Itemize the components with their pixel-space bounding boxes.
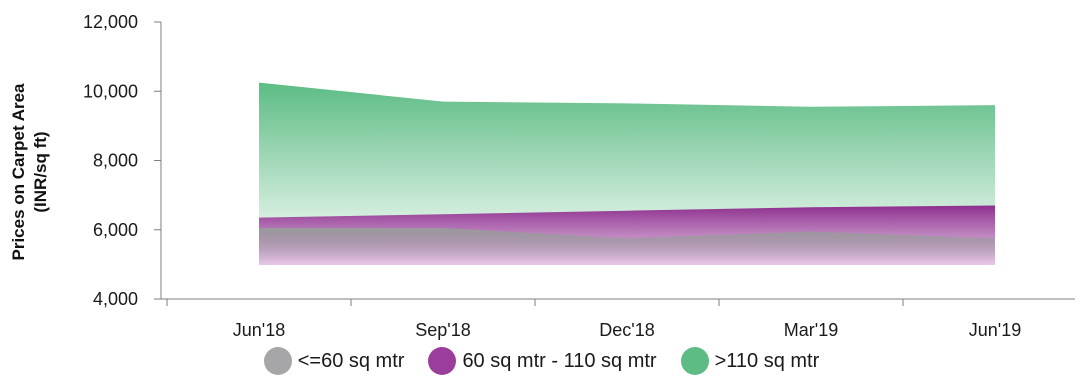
y-axis-title-line-1: Prices on Carpet Area [9, 83, 28, 261]
legend: <=60 sq mtr 60 sq mtr - 110 sq mtr >110 … [0, 342, 1083, 380]
legend-swatch-small [263, 347, 292, 375]
y-axis-title-line-2: (INR/sq ft) [31, 131, 50, 212]
chart-plot: 4,000 6,000 8,000 10,000 12,000 Jun'18 Sep'18… [9, 12, 1075, 340]
y-tick-label: 12,000 [83, 12, 138, 32]
legend-label-large: >110 sq mtr [714, 349, 820, 372]
y-tick-label: 10,000 [83, 81, 138, 101]
y-tick-label: 8,000 [93, 151, 138, 171]
series-areas [259, 82, 995, 265]
area-series-small [259, 228, 995, 265]
x-tick-labels: Jun'18 Sep'18 Dec'18 Mar'19 Jun'19 [166, 299, 1021, 340]
legend-swatch-large [680, 347, 709, 375]
legend-item-medium[interactable]: 60 sq mtr - 110 sq mtr [428, 347, 657, 375]
x-tick-label: Jun'18 [233, 320, 285, 340]
y-tick-label: 4,000 [93, 289, 138, 309]
y-tick-label: 6,000 [93, 220, 138, 240]
legend-label-small: <=60 sq mtr [297, 349, 405, 372]
legend-label-medium: 60 sq mtr - 110 sq mtr [462, 349, 657, 372]
x-tick-label: Dec'18 [599, 320, 654, 340]
legend-item-small[interactable]: <=60 sq mtr [263, 347, 405, 375]
x-tick-label: Sep'18 [415, 320, 471, 340]
legend-item-large[interactable]: >110 sq mtr [680, 347, 820, 375]
x-tick-label: Mar'19 [784, 320, 838, 340]
legend-swatch-medium [428, 347, 457, 375]
y-tick-labels: 4,000 6,000 8,000 10,000 12,000 [83, 12, 161, 309]
x-tick-label: Jun'19 [969, 320, 1021, 340]
